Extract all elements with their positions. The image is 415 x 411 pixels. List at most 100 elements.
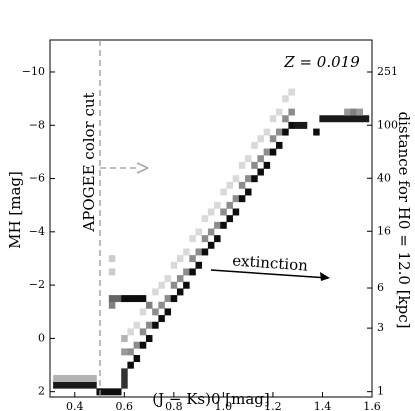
- density-cell: [251, 175, 258, 183]
- density-cell: [158, 301, 165, 309]
- y2-tick-label: 1: [377, 385, 384, 398]
- y-tick-label: 0: [38, 331, 45, 344]
- density-cell: [282, 95, 289, 103]
- density-cell: [214, 201, 221, 209]
- density-cell: [201, 248, 209, 256]
- density-cell: [220, 208, 227, 216]
- density-cell: [164, 275, 172, 283]
- density-cell: [263, 128, 271, 136]
- density-cell: [344, 115, 351, 123]
- density-cell: [183, 248, 190, 256]
- density-cell: [251, 161, 258, 169]
- density-cell: [127, 328, 134, 336]
- density-cell: [59, 381, 66, 389]
- density-cell: [245, 175, 252, 183]
- density-cell: [232, 208, 240, 216]
- density-cell: [176, 255, 184, 263]
- y2-tick-label: 3: [377, 321, 384, 334]
- metallicity-note: Z = 0.019: [283, 53, 360, 71]
- density-cell: [288, 121, 295, 129]
- y2-tick-label: 251: [377, 65, 398, 78]
- density-cell: [189, 268, 196, 276]
- density-cell: [164, 308, 172, 316]
- density-cell: [288, 108, 295, 116]
- density-cell: [269, 115, 277, 123]
- density-cell: [121, 368, 128, 376]
- density-cell: [195, 248, 203, 256]
- extinction-arrowhead: [320, 272, 330, 281]
- density-cell: [108, 255, 116, 263]
- density-cell: [183, 268, 190, 276]
- density-cell: [207, 208, 215, 216]
- density-cell: [300, 121, 308, 129]
- density-cell: [121, 348, 128, 356]
- density-cell: [65, 375, 72, 382]
- density-cell: [232, 175, 240, 183]
- density-cell: [170, 261, 178, 269]
- density-cell: [71, 375, 79, 382]
- density-cell: [238, 161, 246, 169]
- x-axis-label: (J − Ks)0 [mag]: [152, 390, 270, 408]
- x-tick-label: 0.4: [66, 400, 84, 411]
- density-cell: [115, 388, 122, 396]
- density-cell: [282, 115, 289, 123]
- x-tick-label: 0.6: [116, 400, 134, 411]
- density-cell: [207, 228, 215, 236]
- density-cell: [269, 135, 277, 143]
- density-cell: [319, 115, 326, 123]
- density-cell: [257, 168, 264, 176]
- density-cell: [139, 341, 147, 349]
- density-cell: [226, 181, 233, 189]
- density-cell: [362, 115, 370, 123]
- density-cell: [189, 255, 196, 263]
- extinction-note: extinction: [232, 251, 309, 274]
- density-cell: [201, 235, 209, 243]
- y2-tick-label: 40: [377, 171, 391, 184]
- density-cell: [269, 148, 277, 156]
- density-cell: [133, 355, 141, 362]
- density-cell: [65, 381, 72, 389]
- density-cell: [152, 321, 159, 329]
- density-cell: [331, 115, 339, 123]
- density-cell: [133, 321, 141, 329]
- y2-tick-label: 16: [377, 224, 391, 237]
- density-cell: [201, 215, 209, 223]
- density-cell: [226, 215, 233, 223]
- density-cell: [251, 141, 258, 149]
- y-tick-label: −2: [29, 278, 45, 291]
- density-cell: [220, 221, 227, 229]
- density-cell: [356, 108, 364, 116]
- density-cell: [158, 281, 165, 289]
- density-cell: [263, 148, 271, 156]
- density-cell: [121, 335, 128, 343]
- density-cell: [108, 268, 116, 276]
- color-cut-note: APOGEE color cut: [80, 92, 98, 232]
- density-cell: [102, 388, 110, 396]
- density-cell: [276, 141, 283, 149]
- y-tick-label: −4: [29, 225, 45, 238]
- density-cell: [257, 155, 264, 163]
- density-cell: [176, 288, 184, 296]
- density-cell: [145, 335, 153, 343]
- density-cell: [288, 88, 295, 96]
- density-cell: [127, 295, 134, 303]
- density-cell: [152, 288, 159, 296]
- density-cell: [220, 188, 227, 196]
- density-cell: [133, 341, 141, 349]
- density-cell: [232, 195, 240, 203]
- density-cell: [313, 128, 320, 136]
- density-cell: [121, 381, 128, 389]
- density-cell: [245, 188, 252, 196]
- density-cell: [263, 161, 271, 169]
- density-cell: [344, 108, 351, 116]
- density-cell: [294, 121, 302, 129]
- density-cell: [84, 375, 91, 382]
- density-cell: [325, 115, 333, 123]
- density-cell: [152, 308, 159, 316]
- density-cell: [139, 308, 147, 316]
- density-cell: [214, 221, 221, 229]
- x-tick-label: 0.8: [165, 400, 183, 411]
- density-cell: [127, 348, 134, 356]
- density-cell: [164, 295, 172, 303]
